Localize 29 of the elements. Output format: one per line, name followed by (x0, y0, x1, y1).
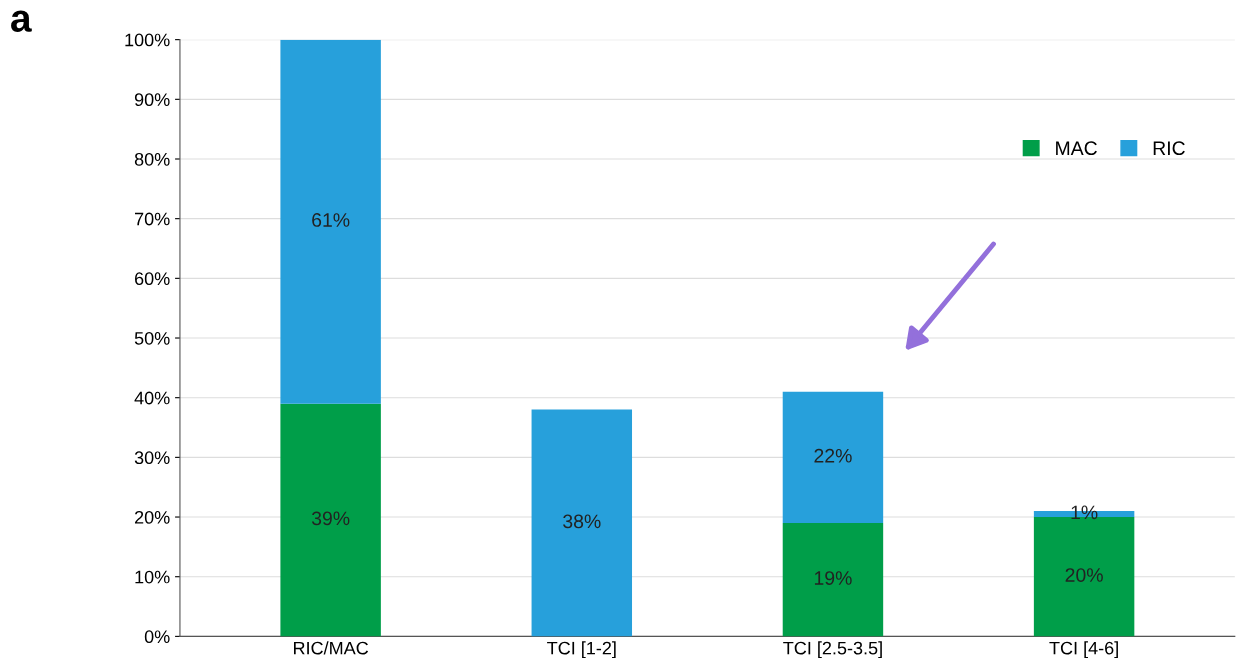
y-tick-label: 90% (134, 93, 170, 107)
x-tick-label: RIC/MAC (294, 641, 369, 655)
data-label: 39% (311, 511, 350, 526)
y-tick-label: 100% (125, 33, 170, 47)
legend-label: MAC (1056, 141, 1097, 156)
y-tick-label: 60% (135, 272, 170, 286)
bar (782, 523, 884, 637)
x-tick-label: TCI [4-6] (1049, 641, 1118, 659)
y-tick-label: 10% (135, 570, 170, 584)
data-label: 20% (1065, 568, 1103, 582)
bar (280, 39, 381, 404)
legend-label: RIC (1153, 141, 1185, 156)
y-tick-label: 40% (134, 391, 170, 405)
y-tick-label: 70% (135, 212, 170, 226)
y-tick-label: 20% (134, 510, 170, 524)
y-tick-label: 0% (144, 630, 170, 644)
y-tick-label: 50% (134, 331, 170, 345)
y-tick-label: 80% (134, 152, 170, 166)
data-label: 38% (563, 514, 601, 529)
data-label: 61% (312, 213, 350, 227)
bar (280, 403, 381, 637)
data-label: 22% (814, 448, 852, 463)
y-tick-label: 30% (134, 451, 170, 465)
bar (782, 391, 884, 523)
bar (531, 409, 633, 637)
text: a (11, 10, 32, 32)
x-tick-label: TCI [1-2] (547, 641, 616, 659)
x-tick-label: TCI [2.5-3.5] (783, 641, 882, 659)
data-label: 19% (814, 571, 852, 585)
